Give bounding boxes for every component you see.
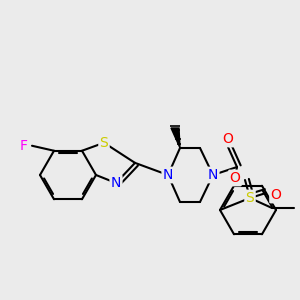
Text: O: O xyxy=(271,188,281,202)
Text: O: O xyxy=(230,171,240,185)
Polygon shape xyxy=(171,128,180,148)
Text: S: S xyxy=(100,136,108,150)
Text: N: N xyxy=(208,168,218,182)
Text: F: F xyxy=(20,139,28,153)
Text: O: O xyxy=(223,132,233,146)
Text: N: N xyxy=(163,168,173,182)
Text: N: N xyxy=(111,176,121,190)
Text: S: S xyxy=(246,191,254,205)
